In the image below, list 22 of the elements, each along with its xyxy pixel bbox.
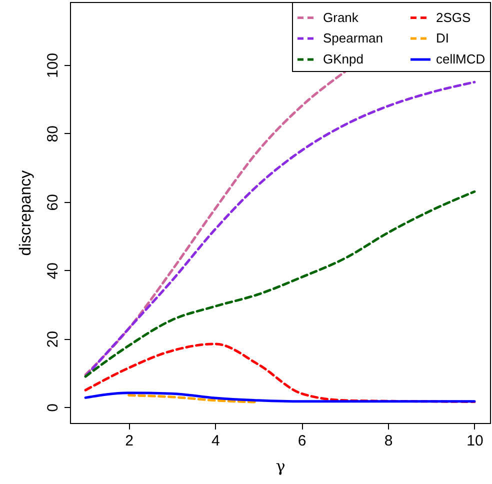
- legend-label: DI: [436, 30, 449, 46]
- x-tick-label: 6: [298, 432, 306, 450]
- x-tick-label: 4: [212, 432, 220, 450]
- y-tick-label: 80: [44, 126, 62, 142]
- line-series: [84, 392, 476, 403]
- x-tick-label: 10: [466, 432, 484, 450]
- legend-label: GKnpd: [323, 52, 364, 66]
- y-tick-label: 0: [44, 404, 62, 412]
- line-series: [84, 190, 476, 378]
- y-axis-title: discrepancy: [18, 170, 34, 256]
- line-series: [84, 70, 346, 376]
- legend-label: Grank: [323, 10, 359, 25]
- x-tick-label: 8: [384, 432, 393, 450]
- legend-label: Spearman: [323, 30, 383, 46]
- legend-label: cellMCD: [436, 52, 486, 66]
- y-tick-label: 20: [44, 330, 62, 348]
- x-axis-title: γ: [276, 456, 286, 476]
- y-tick-label: 60: [44, 194, 62, 211]
- y-tick-label: 100: [44, 52, 62, 78]
- y-tick-label: 40: [44, 262, 62, 280]
- x-tick-label: 2: [125, 432, 134, 450]
- legend-label: 2SGS: [436, 10, 472, 25]
